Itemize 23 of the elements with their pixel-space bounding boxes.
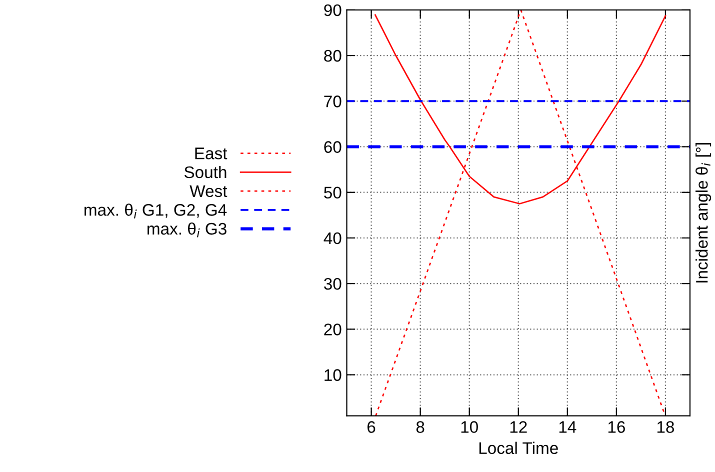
x-tick-label: 18 (657, 421, 674, 433)
legend-label: max. θ$_{i}$ G3 (148, 222, 226, 238)
x-tick-label: 8 (416, 421, 424, 433)
x-tick-label: 16 (608, 421, 625, 433)
y-tick-label: 30 (324, 278, 342, 290)
y-tick-label: 50 (324, 186, 342, 199)
y-tick-label: 80 (324, 50, 342, 62)
y-tick-label: 20 (324, 324, 342, 336)
y-tick-label: 90 (324, 4, 342, 16)
legend-label: max. θ$_{i}$ G1, G2, G4 (84, 204, 227, 218)
x-tick-label: 12 (510, 421, 527, 433)
y-tick-label: 70 (324, 96, 342, 108)
legend-label: South (184, 166, 226, 178)
y-axis-title: Incident angle θ$_{i}$ [°] (696, 143, 712, 282)
y-tick-label: 40 (324, 232, 342, 244)
legend-label: East (195, 148, 228, 160)
y-tick-label: 10 (324, 369, 342, 381)
x-tick-label: 14 (559, 421, 576, 433)
y-tick-label: 60 (324, 141, 342, 153)
legend-label: West (190, 185, 228, 198)
x-tick-label: 6 (368, 421, 376, 433)
x-axis-title: Local Time (479, 442, 558, 454)
x-tick-label: 10 (461, 421, 478, 433)
